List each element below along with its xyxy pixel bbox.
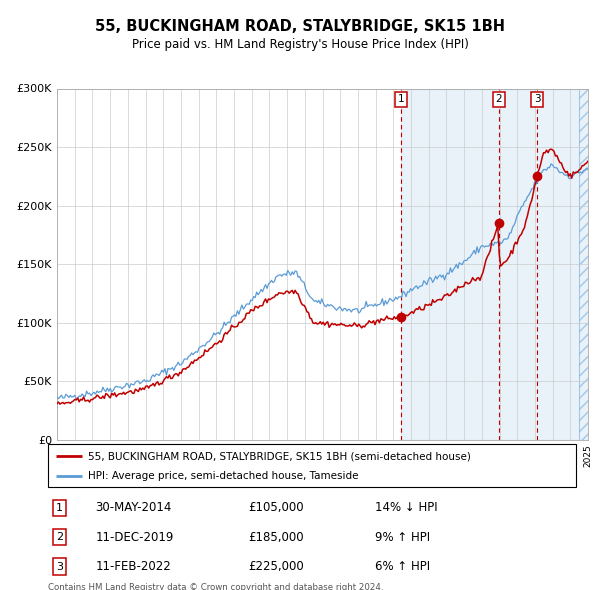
Bar (579, 88, 588, 440)
Text: Price paid vs. HM Land Registry's House Price Index (HPI): Price paid vs. HM Land Registry's House … (131, 38, 469, 51)
Text: Contains HM Land Registry data © Crown copyright and database right 2024.
This d: Contains HM Land Registry data © Crown c… (48, 583, 383, 590)
Text: 3: 3 (534, 94, 541, 104)
Text: £105,000: £105,000 (248, 502, 304, 514)
Text: 11-DEC-2019: 11-DEC-2019 (95, 531, 174, 544)
Text: 55, BUCKINGHAM ROAD, STALYBRIDGE, SK15 1BH (semi-detached house): 55, BUCKINGHAM ROAD, STALYBRIDGE, SK15 1… (88, 451, 470, 461)
Text: 11-FEB-2022: 11-FEB-2022 (95, 560, 171, 573)
Text: HPI: Average price, semi-detached house, Tameside: HPI: Average price, semi-detached house,… (88, 471, 358, 481)
FancyBboxPatch shape (48, 444, 576, 487)
Text: 30-MAY-2014: 30-MAY-2014 (95, 502, 172, 514)
Text: 3: 3 (56, 562, 63, 572)
Text: £185,000: £185,000 (248, 531, 304, 544)
Bar (579, 88, 588, 440)
Text: 2: 2 (56, 532, 63, 542)
Text: 14% ↓ HPI: 14% ↓ HPI (376, 502, 438, 514)
Text: 1: 1 (56, 503, 63, 513)
Bar (401, 88, 579, 440)
Text: 2: 2 (496, 94, 502, 104)
Text: 6% ↑ HPI: 6% ↑ HPI (376, 560, 430, 573)
Text: 9% ↑ HPI: 9% ↑ HPI (376, 531, 430, 544)
Text: £225,000: £225,000 (248, 560, 304, 573)
Text: 1: 1 (397, 94, 404, 104)
Text: 55, BUCKINGHAM ROAD, STALYBRIDGE, SK15 1BH: 55, BUCKINGHAM ROAD, STALYBRIDGE, SK15 1… (95, 19, 505, 34)
